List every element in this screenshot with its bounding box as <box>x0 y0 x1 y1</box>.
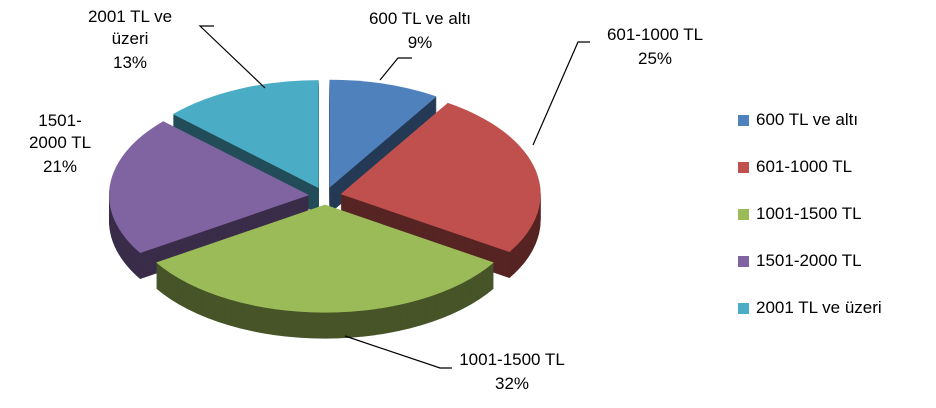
legend-label: 1001-1500 TL <box>756 204 862 223</box>
pie-slice <box>109 121 310 280</box>
data-label-name: 1501-2000 TL <box>28 111 92 152</box>
leader-line <box>532 41 590 146</box>
data-label-name: 601-1000 TL <box>606 25 704 44</box>
leader-line <box>198 25 266 89</box>
legend-swatch <box>738 303 749 314</box>
leader-line <box>344 335 452 369</box>
data-label-value: 9% <box>407 33 433 52</box>
slice-top <box>156 204 494 313</box>
pie-slice <box>340 102 541 278</box>
legend-swatch <box>738 115 749 126</box>
pie-slice <box>172 80 319 215</box>
data-label-value: 13% <box>112 53 148 72</box>
legend-label: 1501-2000 TL <box>756 251 862 270</box>
legend-swatch <box>738 162 749 173</box>
data-label-name: 1001-1500 TL <box>459 350 565 369</box>
pie-slice <box>156 204 494 339</box>
legend-swatch <box>738 209 749 220</box>
slice-top <box>340 102 541 252</box>
data-label-name: 2001 TL ve üzeri <box>87 7 173 48</box>
legend-label: 2001 TL ve üzeri <box>756 298 882 317</box>
data-label-value: 21% <box>42 157 78 176</box>
leader-line <box>379 57 412 81</box>
slice-top <box>109 121 310 254</box>
data-label-value: 32% <box>494 374 530 393</box>
legend-swatch <box>738 256 749 267</box>
slice-top <box>172 80 319 189</box>
legend-label: 600 TL ve altı <box>756 110 859 129</box>
data-label-name: 600 TL ve altı <box>368 9 472 28</box>
slice-top <box>329 79 437 188</box>
data-label-value: 25% <box>637 49 673 68</box>
legend-label: 601-1000 TL <box>756 157 853 176</box>
